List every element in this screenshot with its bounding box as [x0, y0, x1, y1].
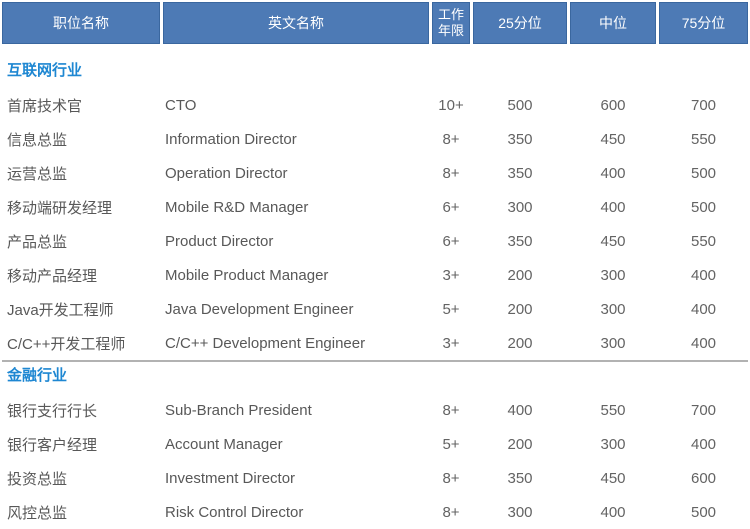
percentile-25-cell: 300 — [507, 503, 533, 521]
section-rows: 首席技术官 CTO 10+ 500 600 700 信息总监 Informati… — [0, 88, 750, 360]
percentile-75-cell: 400 — [690, 334, 717, 352]
position-name-cell: C/C++开发工程师 — [7, 335, 126, 353]
english-name-cell: Sub-Branch President — [165, 401, 312, 419]
work-years-cell: 8+ — [442, 503, 460, 521]
english-name-cell: CTO — [165, 96, 197, 114]
work-years-cell: 3+ — [442, 334, 460, 352]
english-name-cell: Investment Director — [165, 469, 296, 487]
median-cell: 300 — [600, 334, 626, 352]
english-name-cell: Account Manager — [165, 435, 283, 453]
position-name-cell: 信息总监 — [7, 131, 68, 149]
percentile-25-cell: 400 — [507, 401, 533, 419]
work-years-cell: 3+ — [442, 266, 460, 284]
english-name-cell: Risk Control Director — [165, 503, 304, 521]
median-cell: 450 — [600, 469, 626, 487]
median-cell: 300 — [600, 266, 626, 284]
table-row: 风控总监 Risk Control Director 8+ 300 400 50… — [2, 495, 748, 529]
industry-section: 金融行业 银行支行行长 Sub-Branch President 8+ 400 … — [0, 366, 750, 529]
median-cell: 450 — [600, 232, 626, 250]
col-header-position-name: 职位名称 — [2, 2, 160, 44]
percentile-25-cell: 350 — [507, 232, 533, 250]
table-row: Java开发工程师 Java Development Engineer 5+ 2… — [2, 292, 748, 326]
col-header-75th-percentile: 75分位 — [659, 2, 748, 44]
english-name-cell: Product Director — [165, 232, 274, 250]
work-years-cell: 8+ — [442, 130, 460, 148]
percentile-25-cell: 200 — [507, 435, 533, 453]
percentile-25-cell: 350 — [507, 164, 533, 182]
percentile-75-cell: 400 — [690, 435, 717, 453]
table-row: 银行支行行长 Sub-Branch President 8+ 400 550 7… — [2, 393, 748, 427]
table-row: 银行客户经理 Account Manager 5+ 200 300 400 — [2, 427, 748, 461]
percentile-25-cell: 200 — [507, 300, 533, 318]
percentile-25-cell: 300 — [507, 198, 533, 216]
median-cell: 400 — [600, 503, 626, 521]
table-row: 移动端研发经理 Mobile R&D Manager 6+ 300 400 50… — [2, 190, 748, 224]
col-header-median: 中位 — [570, 2, 656, 44]
position-name-cell: 移动端研发经理 — [7, 199, 113, 217]
position-name-cell: 银行支行行长 — [7, 402, 98, 420]
position-name-cell: 银行客户经理 — [7, 436, 98, 454]
median-cell: 400 — [600, 198, 626, 216]
percentile-25-cell: 200 — [507, 266, 533, 284]
percentile-25-cell: 350 — [507, 469, 533, 487]
percentile-75-cell: 550 — [690, 130, 717, 148]
english-name-cell: Operation Director — [165, 164, 288, 182]
median-cell: 400 — [600, 164, 626, 182]
col-header-work-years: 工作年限 — [432, 2, 470, 44]
median-cell: 600 — [600, 96, 626, 114]
percentile-75-cell: 500 — [690, 198, 717, 216]
english-name-cell: Information Director — [165, 130, 297, 148]
work-years-cell: 10+ — [438, 96, 464, 114]
position-name-cell: 移动产品经理 — [7, 267, 98, 285]
table-row: 产品总监 Product Director 6+ 350 450 550 — [2, 224, 748, 258]
median-cell: 300 — [600, 300, 626, 318]
percentile-75-cell: 500 — [690, 164, 717, 182]
table-row: 首席技术官 CTO 10+ 500 600 700 — [2, 88, 748, 122]
col-header-english-name: 英文名称 — [163, 2, 429, 44]
english-name-cell: Mobile R&D Manager — [165, 198, 309, 216]
percentile-25-cell: 500 — [507, 96, 533, 114]
table-row: 移动产品经理 Mobile Product Manager 3+ 200 300… — [2, 258, 748, 292]
section-title: 金融行业 — [7, 367, 68, 384]
position-name-cell: 投资总监 — [7, 470, 68, 488]
work-years-cell: 8+ — [442, 401, 460, 419]
position-name-cell: Java开发工程师 — [7, 301, 114, 319]
position-name-cell: 运营总监 — [7, 165, 68, 183]
industry-section: 互联网行业 首席技术官 CTO 10+ 500 600 700 信息总监 Inf… — [0, 61, 750, 360]
section-rows: 银行支行行长 Sub-Branch President 8+ 400 550 7… — [0, 393, 750, 529]
table-header: 职位名称 英文名称 工作年限 25分位 中位 75分位 — [2, 2, 748, 44]
table-row: 运营总监 Operation Director 8+ 350 400 500 — [2, 156, 748, 190]
percentile-75-cell: 600 — [690, 469, 717, 487]
english-name-cell: Mobile Product Manager — [165, 266, 329, 284]
percentile-75-cell: 400 — [690, 266, 717, 284]
position-name-cell: 首席技术官 — [7, 97, 83, 115]
median-cell: 300 — [600, 435, 626, 453]
percentile-75-cell: 550 — [690, 232, 717, 250]
english-name-cell: C/C++ Development Engineer — [165, 334, 366, 352]
work-years-cell: 6+ — [442, 232, 460, 250]
position-name-cell: 产品总监 — [7, 233, 68, 251]
section-divider — [2, 360, 748, 362]
median-cell: 450 — [600, 130, 626, 148]
work-years-cell: 5+ — [442, 300, 460, 318]
percentile-75-cell: 700 — [690, 96, 717, 114]
table-body: 互联网行业 首席技术官 CTO 10+ 500 600 700 信息总监 Inf… — [0, 61, 750, 529]
work-years-cell: 8+ — [442, 164, 460, 182]
percentile-25-cell: 350 — [507, 130, 533, 148]
work-years-cell: 5+ — [442, 435, 460, 453]
table-row: C/C++开发工程师 C/C++ Development Engineer 3+… — [2, 326, 748, 360]
median-cell: 550 — [600, 401, 626, 419]
work-years-cell: 8+ — [442, 469, 460, 487]
percentile-75-cell: 400 — [690, 300, 717, 318]
table-row: 投资总监 Investment Director 8+ 350 450 600 — [2, 461, 748, 495]
work-years-cell: 6+ — [442, 198, 460, 216]
position-name-cell: 风控总监 — [7, 504, 68, 522]
section-title: 互联网行业 — [7, 62, 83, 79]
table-row: 信息总监 Information Director 8+ 350 450 550 — [2, 122, 748, 156]
percentile-75-cell: 500 — [690, 503, 717, 521]
percentile-75-cell: 700 — [690, 401, 717, 419]
english-name-cell: Java Development Engineer — [165, 300, 354, 318]
percentile-25-cell: 200 — [507, 334, 533, 352]
col-header-25th-percentile: 25分位 — [473, 2, 567, 44]
